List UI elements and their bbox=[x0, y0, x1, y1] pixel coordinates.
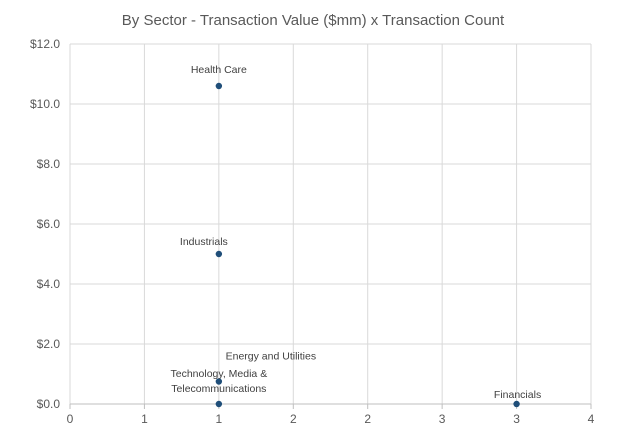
x-tick-label: 4 bbox=[588, 412, 595, 426]
data-point[interactable] bbox=[215, 378, 223, 385]
data-point[interactable] bbox=[215, 82, 223, 90]
data-label: Technology, Media & bbox=[171, 368, 268, 380]
grid-layer bbox=[69, 43, 592, 405]
data-label: Energy and Utilities bbox=[226, 351, 316, 363]
y-tick-label: $12.0 bbox=[30, 37, 60, 51]
x-tick-label: 1 bbox=[141, 412, 148, 426]
x-tick-label: 2 bbox=[290, 412, 297, 426]
data-point[interactable] bbox=[513, 400, 520, 408]
y-tick-label: $6.0 bbox=[37, 217, 61, 231]
data-label: Financials bbox=[494, 389, 541, 401]
data-label: Health Care bbox=[191, 64, 247, 76]
x-tick-label: 0 bbox=[67, 412, 74, 426]
data-label: Industrials bbox=[180, 236, 228, 248]
x-tick-label: 1 bbox=[216, 412, 223, 426]
data-label: Telecommunications bbox=[171, 383, 266, 395]
y-tick-label: $8.0 bbox=[37, 157, 61, 171]
y-tick-label: $4.0 bbox=[37, 277, 61, 291]
axis-layer: $0.0 $2.0 $4.0 $6.0 $8.0 $10.0 $12.0 0 1 1 2 2 3 3 4 bbox=[30, 37, 595, 426]
x-tick-label: 3 bbox=[439, 412, 446, 426]
chart-title: By Sector - Transaction Value ($mm) x Tr… bbox=[122, 12, 505, 29]
y-tick-label: $2.0 bbox=[37, 337, 61, 351]
data-point[interactable] bbox=[215, 400, 223, 408]
y-tick-label: $0.0 bbox=[37, 397, 61, 411]
data-point[interactable] bbox=[215, 250, 223, 258]
points-layer: Health Care Industrials Energy and Utiliti… bbox=[171, 64, 541, 408]
x-tick-label: 2 bbox=[364, 412, 371, 426]
y-tick-label: $10.0 bbox=[30, 97, 60, 111]
x-tick-label: 3 bbox=[513, 412, 520, 426]
